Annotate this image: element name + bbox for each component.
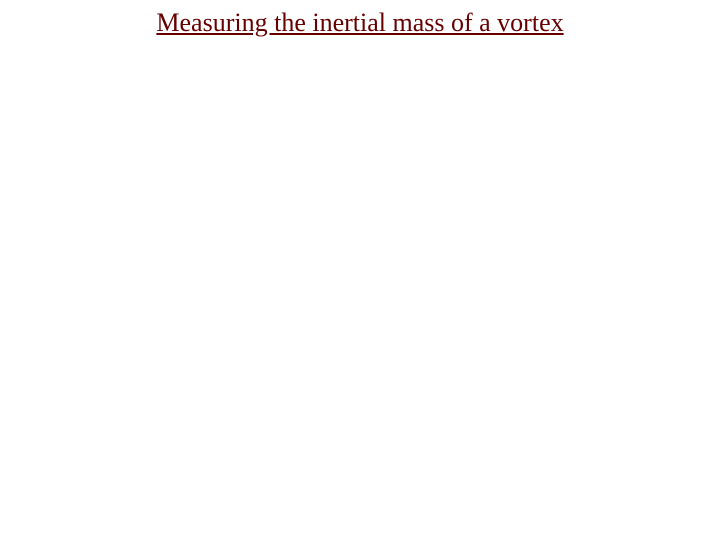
slide-title: Measuring the inertial mass of a vortex [0, 8, 720, 38]
